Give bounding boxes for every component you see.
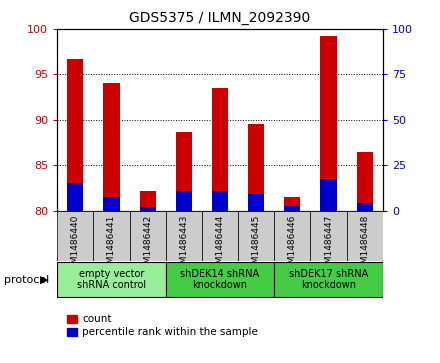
Text: ▶: ▶: [40, 274, 48, 285]
Bar: [274, 211, 311, 261]
Text: GSM1486441: GSM1486441: [107, 215, 116, 275]
Bar: [284, 206, 301, 211]
Bar: [103, 197, 120, 211]
Bar: [93, 211, 129, 261]
Text: GSM1486440: GSM1486440: [71, 215, 80, 275]
Bar: [212, 88, 228, 211]
Text: GSM1486447: GSM1486447: [324, 215, 333, 275]
Bar: [356, 151, 373, 211]
Bar: [166, 262, 274, 297]
Text: GSM1486444: GSM1486444: [216, 215, 224, 275]
Text: shDEK14 shRNA
knockdown: shDEK14 shRNA knockdown: [180, 269, 260, 290]
Bar: [176, 191, 192, 211]
Text: GSM1486445: GSM1486445: [252, 215, 260, 275]
Legend: count, percentile rank within the sample: count, percentile rank within the sample: [62, 310, 262, 342]
Bar: [202, 211, 238, 261]
Bar: [166, 211, 202, 261]
Bar: [248, 194, 264, 211]
Bar: [311, 211, 347, 261]
Text: GSM1486442: GSM1486442: [143, 215, 152, 275]
Bar: [320, 36, 337, 211]
Text: GSM1486443: GSM1486443: [180, 215, 188, 275]
Bar: [57, 211, 93, 261]
Bar: [139, 207, 156, 211]
Bar: [274, 262, 383, 297]
Text: shDEK17 shRNA
knockdown: shDEK17 shRNA knockdown: [289, 269, 368, 290]
Title: GDS5375 / ILMN_2092390: GDS5375 / ILMN_2092390: [129, 11, 311, 25]
Bar: [103, 83, 120, 211]
Bar: [347, 211, 383, 261]
Text: protocol: protocol: [4, 274, 50, 285]
Text: GSM1486446: GSM1486446: [288, 215, 297, 275]
Bar: [238, 211, 274, 261]
Bar: [284, 197, 301, 211]
Text: GSM1486448: GSM1486448: [360, 215, 369, 275]
Bar: [356, 203, 373, 211]
Bar: [67, 183, 84, 211]
Bar: [320, 179, 337, 211]
Bar: [212, 191, 228, 211]
Bar: [176, 131, 192, 211]
Text: empty vector
shRNA control: empty vector shRNA control: [77, 269, 146, 290]
Bar: [129, 211, 166, 261]
Bar: [139, 191, 156, 211]
Bar: [57, 262, 166, 297]
Bar: [67, 59, 84, 211]
Bar: [248, 124, 264, 211]
